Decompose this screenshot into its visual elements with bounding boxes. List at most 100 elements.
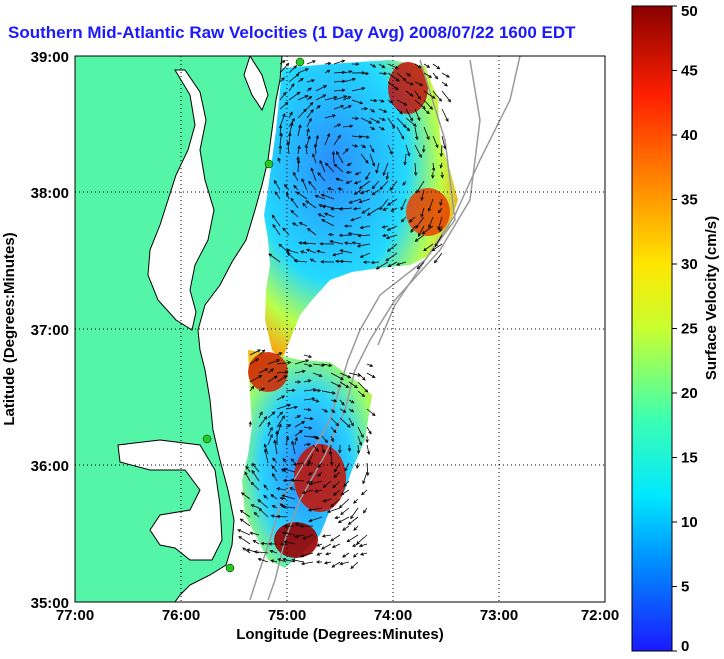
velocity-arrow-head: [438, 98, 442, 102]
velocity-arrow: [254, 512, 260, 518]
velocity-arrow: [285, 389, 295, 392]
velocity-arrow-head: [272, 223, 276, 228]
velocity-arrow-head: [290, 122, 294, 126]
velocity-arrow-head: [362, 260, 367, 264]
velocity-arrow-head: [304, 144, 309, 148]
velocity-arrow-head: [409, 117, 414, 122]
velocity-arrow: [414, 144, 422, 158]
velocity-arrow: [379, 198, 389, 210]
velocity-arrow: [276, 424, 282, 437]
x-tick-label: 76:00: [162, 607, 200, 624]
velocity-arrow: [357, 435, 362, 446]
velocity-arrow: [331, 561, 341, 568]
velocity-arrow-head: [270, 494, 275, 498]
velocity-arrow-head: [415, 225, 419, 229]
velocity-arrow-head: [439, 228, 443, 233]
velocity-arrow-head: [289, 111, 293, 116]
velocity-arrow: [342, 78, 356, 83]
velocity-arrow: [297, 95, 308, 101]
velocity-arrow: [382, 225, 389, 228]
velocity-arrow: [312, 435, 319, 440]
velocity-arrow: [332, 480, 341, 488]
velocity-arrow-head: [311, 397, 316, 401]
bathymetry-contour-2: [267, 59, 481, 601]
velocity-arrow: [366, 444, 370, 455]
velocity-arrow: [297, 125, 301, 137]
velocity-arrow-head: [366, 135, 370, 139]
velocity-arrow-head: [250, 385, 255, 390]
velocity-arrow: [321, 219, 335, 227]
velocity-arrow: [292, 222, 299, 227]
velocity-arrow: [418, 225, 425, 237]
velocity-arrow-head: [330, 438, 334, 443]
velocity-arrow: [315, 135, 319, 146]
velocity-arrow: [339, 207, 353, 210]
velocity-arrow-head: [269, 433, 273, 438]
velocity-arrow: [267, 434, 273, 446]
velocity-arrow: [277, 558, 287, 563]
velocity-arrow-head: [385, 176, 389, 180]
velocity-arrow-head: [253, 511, 258, 516]
velocity-arrow: [294, 430, 303, 437]
velocity-arrow: [351, 99, 363, 104]
velocity-arrow-head: [387, 248, 391, 252]
velocity-arrow-head: [298, 222, 303, 226]
velocity-arrow: [334, 163, 344, 173]
velocity-arrow-head: [437, 209, 442, 214]
velocity-arrow: [342, 125, 353, 128]
velocity-arrow-head: [317, 105, 321, 109]
velocity-arrow-head: [361, 210, 366, 214]
velocity-arrow: [352, 242, 362, 245]
velocity-arrow-head: [324, 162, 329, 167]
velocity-arrow-head: [337, 519, 342, 523]
velocity-arrow-head: [237, 529, 242, 533]
velocity-arrow-head: [302, 241, 307, 245]
velocity-arrow: [333, 123, 341, 128]
velocity-arrow-head: [246, 548, 251, 552]
velocity-arrow-head: [337, 123, 342, 127]
velocity-arrow-head: [305, 248, 310, 252]
velocity-arrow-head: [293, 259, 298, 263]
velocity-arrow: [282, 505, 296, 509]
velocity-arrow-head: [278, 423, 282, 428]
velocity-arrow: [344, 242, 353, 245]
velocity-arrow: [414, 63, 422, 69]
velocity-arrow-head: [371, 162, 376, 167]
velocity-arrow-head: [271, 411, 276, 415]
velocity-arrow: [415, 216, 425, 229]
velocity-arrow-head: [417, 117, 421, 122]
velocity-arrow: [396, 126, 405, 140]
y-axis-label: Latitude (Degrees:Minutes): [1, 232, 18, 425]
velocity-arrow-head: [293, 171, 297, 176]
velocity-arrow-head: [426, 136, 430, 141]
velocity-arrow: [309, 480, 323, 485]
velocity-arrow: [351, 117, 359, 119]
velocity-arrow: [396, 108, 403, 115]
velocity-arrow: [312, 153, 317, 164]
velocity-arrow-head: [382, 172, 386, 177]
velocity-arrow-head: [300, 561, 305, 566]
velocity-arrow: [439, 198, 443, 206]
velocity-arrow-head: [415, 136, 419, 141]
velocity-arrow-head: [350, 422, 354, 427]
land-mass: [75, 56, 283, 602]
velocity-arrow-head: [445, 118, 449, 123]
velocity-arrow: [254, 551, 269, 554]
velocity-arrow-head: [434, 75, 439, 80]
velocity-arrow-head: [435, 144, 439, 149]
velocity-arrow: [366, 363, 373, 367]
velocity-arrow-head: [359, 552, 364, 556]
velocity-arrow: [293, 172, 299, 182]
velocity-arrow: [354, 180, 362, 184]
velocity-arrow: [279, 125, 282, 137]
velocity-arrow-head: [414, 172, 418, 176]
velocity-arrow-head: [270, 559, 275, 563]
velocity-arrow: [440, 144, 443, 157]
velocity-arrow-head: [347, 521, 352, 525]
velocity-arrow: [342, 105, 352, 110]
velocity-arrow: [249, 386, 255, 392]
velocity-arrow: [284, 541, 296, 545]
velocity-arrow-head: [325, 552, 330, 556]
velocity-arrow: [270, 560, 278, 563]
velocity-arrow: [258, 387, 265, 392]
